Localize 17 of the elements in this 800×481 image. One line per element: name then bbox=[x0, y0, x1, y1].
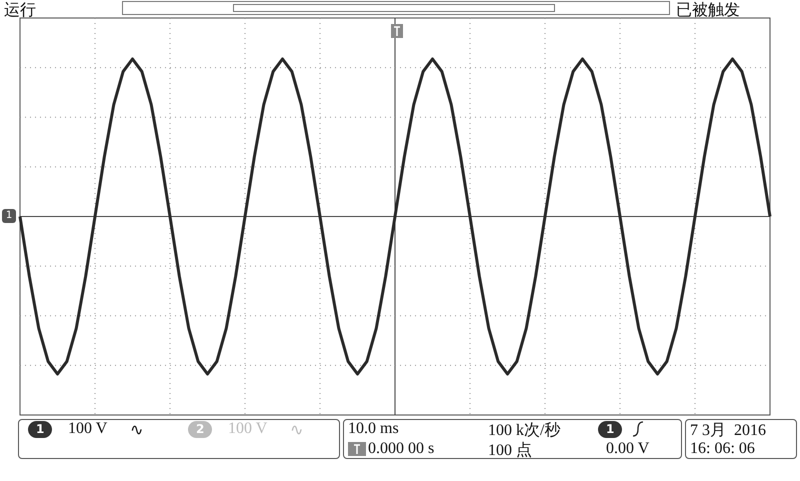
text: 16: 06: 06 bbox=[690, 440, 755, 458]
text: 100 V bbox=[228, 420, 268, 438]
text: 1 bbox=[28, 421, 52, 438]
text: 7 3月 2016 bbox=[690, 421, 766, 441]
text: 运行 bbox=[4, 1, 36, 21]
text: ∿ bbox=[130, 421, 143, 440]
text: 10.0 ms bbox=[348, 420, 399, 438]
text: 0.000 00 s bbox=[368, 440, 434, 458]
text: 1 bbox=[606, 422, 614, 436]
text: 0.00 V bbox=[606, 440, 650, 458]
text: 100 k次/秒 bbox=[488, 421, 560, 441]
text: 100 V bbox=[68, 420, 108, 438]
text: 100 点 bbox=[488, 440, 532, 461]
text: ∿ bbox=[290, 421, 303, 440]
text: 已被触发 bbox=[676, 0, 740, 21]
text: 2 bbox=[188, 421, 212, 438]
channel-marker-icon: 1 bbox=[2, 209, 16, 223]
